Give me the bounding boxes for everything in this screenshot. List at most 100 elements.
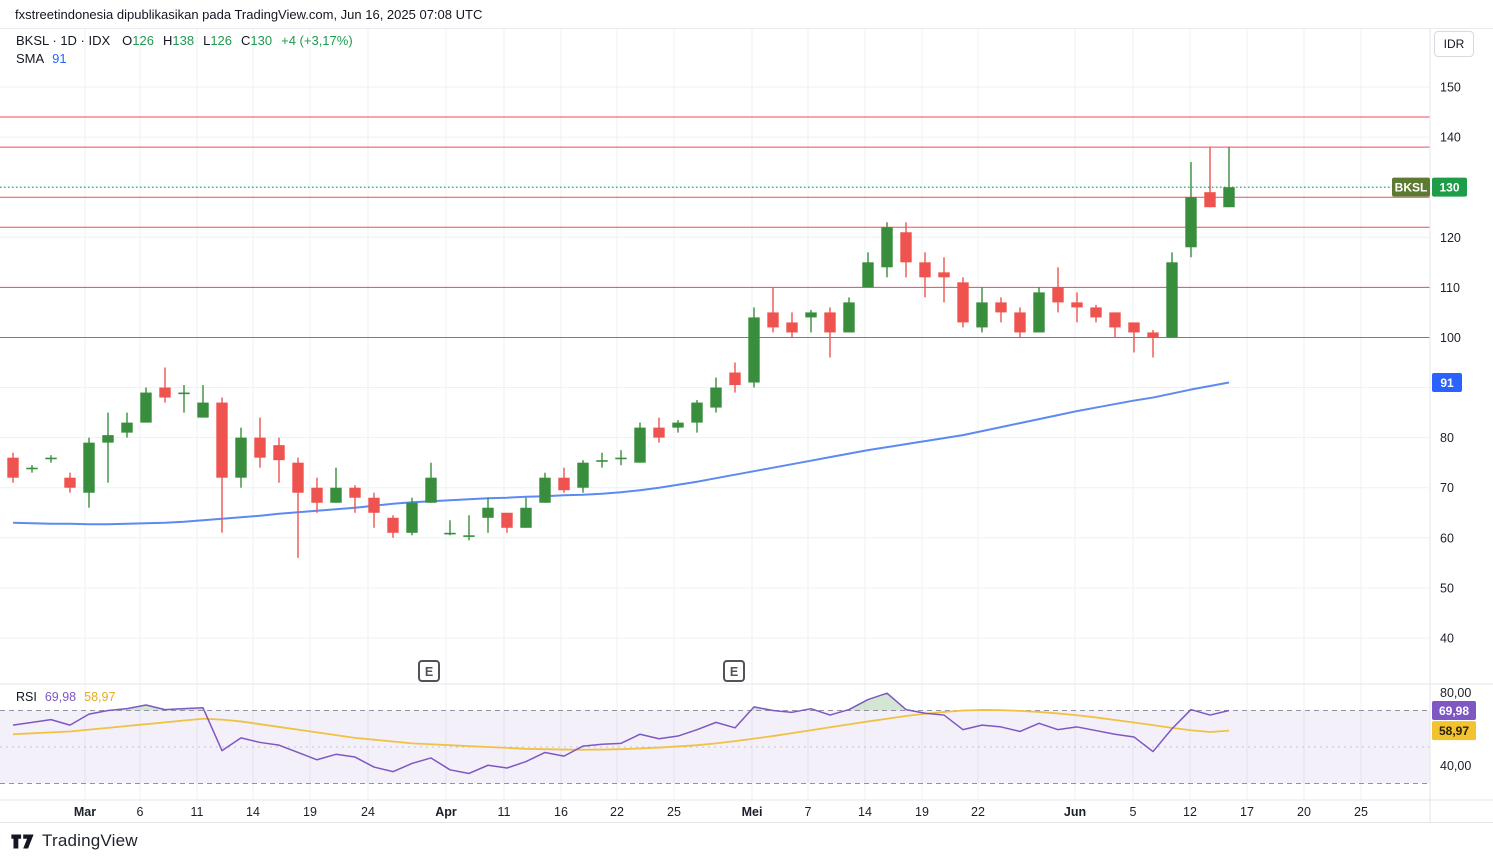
candle[interactable] bbox=[1033, 287, 1045, 333]
candle-body bbox=[140, 392, 152, 423]
tradingview-brand-link[interactable]: TradingView bbox=[42, 831, 138, 850]
earnings-marker[interactable] bbox=[723, 660, 745, 682]
candle[interactable] bbox=[1071, 292, 1083, 323]
candle[interactable] bbox=[710, 377, 722, 413]
candle[interactable] bbox=[311, 477, 323, 513]
candle[interactable] bbox=[1090, 304, 1102, 323]
candle[interactable] bbox=[805, 309, 817, 333]
candle[interactable] bbox=[102, 412, 114, 483]
date-axis-label: 25 bbox=[667, 805, 681, 819]
candle[interactable] bbox=[463, 515, 475, 541]
candle[interactable] bbox=[881, 222, 893, 278]
candle[interactable] bbox=[501, 512, 513, 533]
candle-body bbox=[216, 402, 228, 478]
candle-body bbox=[672, 422, 684, 428]
candle[interactable] bbox=[1128, 322, 1140, 353]
candle[interactable] bbox=[64, 472, 76, 493]
candle[interactable] bbox=[1109, 312, 1121, 338]
candle[interactable] bbox=[615, 450, 627, 466]
candle[interactable] bbox=[349, 485, 361, 513]
candle[interactable] bbox=[1014, 307, 1026, 338]
candle[interactable] bbox=[235, 427, 247, 488]
candle-body bbox=[235, 437, 247, 478]
date-axis-label: Jun bbox=[1064, 805, 1086, 819]
candle[interactable] bbox=[368, 492, 380, 528]
candle[interactable] bbox=[558, 467, 570, 493]
candle[interactable] bbox=[216, 397, 228, 533]
candle[interactable] bbox=[938, 257, 950, 303]
candle[interactable] bbox=[520, 497, 532, 528]
currency-button[interactable]: IDR bbox=[1434, 31, 1474, 57]
date-axis-label: 6 bbox=[137, 805, 144, 819]
candle[interactable] bbox=[273, 437, 285, 483]
candle[interactable] bbox=[957, 277, 969, 328]
rsi-line[interactable] bbox=[12, 692, 1230, 775]
tradingview-logo-icon[interactable] bbox=[10, 831, 35, 852]
candle[interactable] bbox=[425, 462, 437, 503]
candle[interactable] bbox=[387, 515, 399, 538]
candle[interactable] bbox=[900, 222, 912, 278]
candle[interactable] bbox=[843, 297, 855, 333]
candle-body bbox=[387, 517, 399, 533]
candle[interactable] bbox=[197, 385, 209, 418]
candle[interactable] bbox=[729, 362, 741, 393]
candle[interactable] bbox=[482, 497, 494, 533]
candle-body bbox=[330, 487, 342, 503]
rsi-axis-label: 40,00 bbox=[1440, 759, 1471, 773]
candle-body bbox=[349, 487, 361, 498]
candle[interactable] bbox=[406, 497, 418, 536]
candle[interactable] bbox=[83, 437, 95, 508]
candle[interactable] bbox=[330, 467, 342, 503]
sma-line[interactable] bbox=[12, 381, 1230, 526]
candle[interactable] bbox=[767, 287, 779, 333]
date-axis-label: Mar bbox=[74, 805, 96, 819]
candle[interactable] bbox=[1204, 147, 1216, 208]
candle[interactable] bbox=[1223, 147, 1235, 208]
candle[interactable] bbox=[159, 367, 171, 403]
candle[interactable] bbox=[292, 457, 304, 558]
candle[interactable] bbox=[1185, 162, 1197, 258]
sma-legend: SMA 91 bbox=[16, 51, 67, 66]
candle-body bbox=[197, 402, 209, 418]
candle[interactable] bbox=[26, 465, 38, 473]
candle[interactable] bbox=[1166, 252, 1178, 338]
price-axis-label: 140 bbox=[1440, 131, 1461, 145]
candle-body bbox=[425, 477, 437, 503]
candle-body bbox=[938, 272, 950, 278]
candle-body bbox=[311, 487, 323, 503]
candle[interactable] bbox=[995, 297, 1007, 323]
candle[interactable] bbox=[976, 287, 988, 333]
candle[interactable] bbox=[178, 385, 190, 413]
candle-body bbox=[7, 457, 19, 478]
candle[interactable] bbox=[786, 312, 798, 338]
earnings-marker[interactable] bbox=[418, 660, 440, 682]
candle[interactable] bbox=[634, 422, 646, 463]
candle[interactable] bbox=[824, 307, 836, 358]
candle[interactable] bbox=[444, 520, 456, 536]
candle-body bbox=[1090, 307, 1102, 318]
candle[interactable] bbox=[653, 417, 665, 443]
candle[interactable] bbox=[45, 455, 57, 463]
date-axis-label: 7 bbox=[805, 805, 812, 819]
candle[interactable] bbox=[254, 417, 266, 468]
candle-body bbox=[482, 507, 494, 518]
candle[interactable] bbox=[539, 472, 551, 503]
candle[interactable] bbox=[919, 252, 931, 298]
candle[interactable] bbox=[672, 420, 684, 433]
attribution-bar: fxstreetindonesia dipublikasikan pada Tr… bbox=[0, 0, 1493, 29]
candle-body bbox=[1052, 287, 1064, 303]
candle[interactable] bbox=[691, 400, 703, 433]
rsi-ma-line[interactable] bbox=[12, 709, 1230, 751]
last-price-badge-text: 130 bbox=[1439, 181, 1459, 195]
candle[interactable] bbox=[577, 460, 589, 493]
candle[interactable] bbox=[140, 387, 152, 423]
candle[interactable] bbox=[7, 452, 19, 483]
candle[interactable] bbox=[121, 412, 133, 438]
candle[interactable] bbox=[862, 252, 874, 288]
sma-value-badge-bg bbox=[1432, 373, 1462, 393]
candle[interactable] bbox=[1147, 329, 1159, 358]
candle[interactable] bbox=[748, 307, 760, 388]
candle[interactable] bbox=[1052, 267, 1064, 313]
candle[interactable] bbox=[596, 452, 608, 468]
